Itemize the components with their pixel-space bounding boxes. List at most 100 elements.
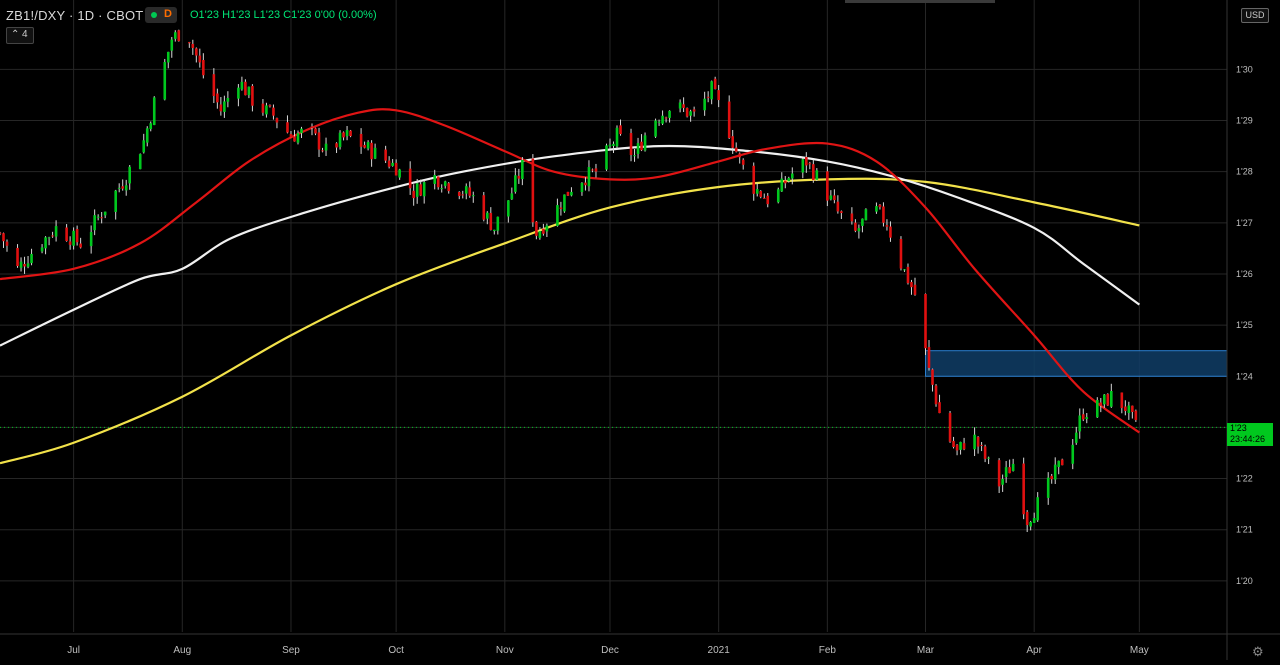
candle-down <box>980 444 983 446</box>
candle-down <box>1060 459 1064 466</box>
candle-down <box>244 81 247 96</box>
candle-up <box>89 232 93 247</box>
candle-up <box>521 159 524 180</box>
y-tick-label: 1'21 <box>1236 525 1253 535</box>
candle-down <box>191 43 195 48</box>
candle-down <box>885 225 889 227</box>
candle-down <box>289 133 293 138</box>
y-tick-label: 1'24 <box>1236 371 1253 381</box>
candle-up <box>654 120 657 137</box>
candle-up <box>857 228 861 232</box>
candle-down <box>1099 402 1103 406</box>
candle-up <box>440 188 444 190</box>
candle-up <box>514 175 517 192</box>
candle-down <box>387 160 391 167</box>
candle-up <box>1004 467 1008 477</box>
candle-down <box>1022 463 1025 515</box>
x-tick-label: Mar <box>917 645 935 656</box>
x-tick-label: May <box>1130 645 1149 656</box>
candle-down <box>906 266 910 284</box>
candle-down <box>0 232 2 234</box>
indicators-count: 4 <box>22 29 28 40</box>
candle-down <box>741 159 745 165</box>
candle-up <box>987 457 990 459</box>
candle-down <box>762 198 766 200</box>
candle-down <box>808 163 812 165</box>
candle-down <box>948 412 952 442</box>
candle-up <box>780 178 784 192</box>
candle-down <box>489 212 493 230</box>
candle-down <box>629 133 633 156</box>
candle-up <box>163 62 167 100</box>
candle-up <box>563 194 566 212</box>
candle-down <box>251 85 254 106</box>
candle-down <box>1008 467 1011 474</box>
candle-down <box>419 184 422 196</box>
scroll-indicator[interactable] <box>845 0 995 3</box>
candle-up <box>30 253 33 264</box>
candle-down <box>349 130 352 137</box>
candle-down <box>275 118 279 123</box>
candle-down <box>913 284 917 295</box>
data-mode-button[interactable]: D <box>145 7 177 23</box>
currency-badge[interactable]: USD <box>1241 8 1269 23</box>
candle-up <box>703 98 706 111</box>
candle-down <box>216 93 219 103</box>
x-tick-label: Sep <box>282 645 300 656</box>
candle-down <box>692 109 696 112</box>
candle-down <box>195 48 198 56</box>
candle-down <box>261 103 265 113</box>
candle-down <box>962 443 966 450</box>
candle-up <box>605 145 608 170</box>
candle-down <box>955 444 959 451</box>
candle-down <box>436 176 440 188</box>
candle-down <box>878 204 882 208</box>
candles <box>0 29 1138 533</box>
candle-up <box>422 182 426 197</box>
candle-up <box>587 167 591 187</box>
candle-down <box>924 293 927 349</box>
gear-icon[interactable]: ⚙ <box>1252 644 1264 659</box>
candle-up <box>1032 517 1036 523</box>
indicators-toggle[interactable]: ⌃ 4 <box>6 27 34 44</box>
x-tick-label: Aug <box>173 645 191 656</box>
candle-up <box>366 142 370 149</box>
candle-up <box>668 110 671 118</box>
candle-down <box>342 132 345 138</box>
candle-up <box>657 121 661 123</box>
candle-down <box>1131 405 1134 412</box>
candle-down <box>826 171 829 201</box>
price-ticket-timer: 23:44:26 <box>1230 434 1266 444</box>
candle-down <box>65 227 68 242</box>
candle-up <box>612 143 615 146</box>
candle-up <box>1029 522 1032 527</box>
candle-down <box>1134 410 1138 421</box>
chart-header: ZB1!/DXY · 1D · CBOT D O1'23 H1'23 L1'23… <box>0 0 420 30</box>
candle-down <box>286 122 289 133</box>
candle-up <box>507 200 510 217</box>
candle-up <box>40 247 44 252</box>
candle-down <box>384 149 387 161</box>
candle-up <box>44 237 47 249</box>
candle-up <box>608 144 612 147</box>
candle-down <box>359 133 363 147</box>
y-tick-label: 1'28 <box>1236 167 1253 177</box>
symbol-label[interactable]: ZB1!/DXY · 1D · CBOT <box>6 8 144 23</box>
candle-down <box>783 180 787 184</box>
candle-down <box>619 125 622 135</box>
candle-up <box>1011 463 1015 471</box>
candle-up <box>237 87 240 99</box>
candle-down <box>394 162 398 176</box>
candle-down <box>177 30 181 42</box>
candle-down <box>759 191 763 197</box>
candle-up <box>755 189 759 194</box>
candle-up <box>124 185 128 191</box>
resistance-zone <box>925 350 1228 377</box>
candle-down <box>594 168 598 172</box>
candle-up <box>338 132 342 147</box>
candle-down <box>468 187 472 196</box>
candle-up <box>464 186 468 194</box>
